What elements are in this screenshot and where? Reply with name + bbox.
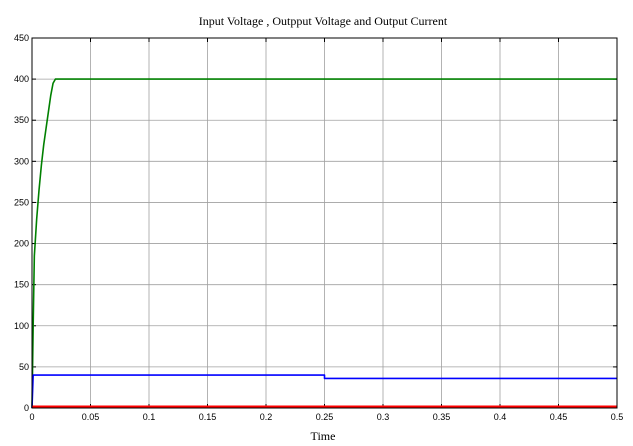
x-tick-label: 0 <box>29 412 34 422</box>
plot-frame <box>31 37 618 409</box>
x-tick-label: 0.4 <box>494 412 507 422</box>
y-tick-label: 50 <box>19 362 29 372</box>
x-tick-label: 0.25 <box>316 412 334 422</box>
x-tick-label: 0.45 <box>550 412 568 422</box>
chart-title: Input Voltage , Outpput Voltage and Outp… <box>199 14 448 28</box>
y-tick-label: 400 <box>14 74 29 84</box>
series-group <box>31 78 617 409</box>
x-tick-label: 0.05 <box>82 412 100 422</box>
x-axis-label: Time <box>311 429 336 443</box>
tick-labels: 0 0.05 0.1 0.15 0.2 0.25 0.3 0.35 0.4 0.45 0.5 0 50 1… <box>14 33 623 422</box>
y-tick-label: 350 <box>14 115 29 125</box>
series-line-green-line <box>31 78 617 409</box>
x-tick-label: 0.5 <box>611 412 624 422</box>
y-tick-label: 250 <box>14 197 29 207</box>
y-tick-label: 150 <box>14 280 29 290</box>
y-tick-label: 300 <box>14 156 29 166</box>
x-tick-label: 0.15 <box>199 412 217 422</box>
x-tick-label: 0.3 <box>377 412 390 422</box>
y-tick-label: 0 <box>24 403 29 413</box>
y-tick-label: 200 <box>14 239 29 249</box>
x-tick-label: 0.2 <box>260 412 273 422</box>
y-tick-label: 450 <box>14 33 29 43</box>
y-tick-label: 100 <box>14 321 29 331</box>
x-tick-label: 0.1 <box>143 412 156 422</box>
series-line-blue-line <box>31 374 617 409</box>
grid <box>31 37 618 409</box>
x-tick-label: 0.35 <box>433 412 451 422</box>
